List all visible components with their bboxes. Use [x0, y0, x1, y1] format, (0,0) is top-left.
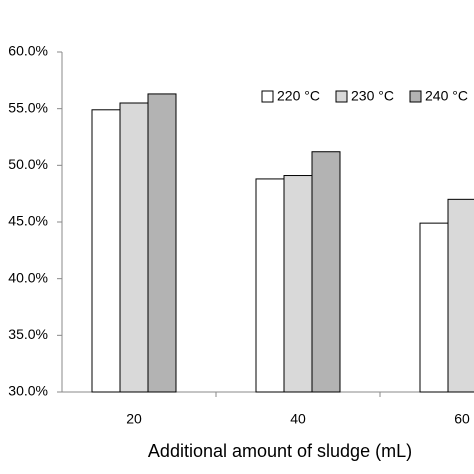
- legend-label: 230 °C: [351, 88, 394, 104]
- y-tick-label: 30.0%: [8, 383, 48, 399]
- legend-label: 220 °C: [277, 88, 320, 104]
- y-tick-label: 50.0%: [8, 156, 48, 172]
- legend-swatch: [335, 90, 348, 103]
- y-tick-label: 60.0%: [8, 43, 48, 59]
- y-tick-label: 35.0%: [8, 326, 48, 342]
- legend-swatch: [409, 90, 422, 103]
- y-tick-label: 40.0%: [8, 269, 48, 285]
- bar: [311, 151, 341, 393]
- y-tick-label: 45.0%: [8, 213, 48, 229]
- bar: [119, 102, 149, 393]
- legend-swatch: [261, 90, 274, 103]
- bar: [91, 109, 121, 393]
- bar: [255, 178, 285, 393]
- legend-label: 240 °C: [425, 88, 468, 104]
- bar: [447, 198, 474, 393]
- x-tick-label: 20: [126, 411, 142, 427]
- y-tick-label: 55.0%: [8, 99, 48, 115]
- bar: [147, 93, 177, 393]
- bar: [283, 175, 313, 393]
- x-axis-title: Additional amount of sludge (mL): [148, 441, 412, 461]
- bar: [419, 222, 449, 393]
- x-tick-label: 60: [454, 411, 470, 427]
- x-tick-label: 40: [290, 411, 306, 427]
